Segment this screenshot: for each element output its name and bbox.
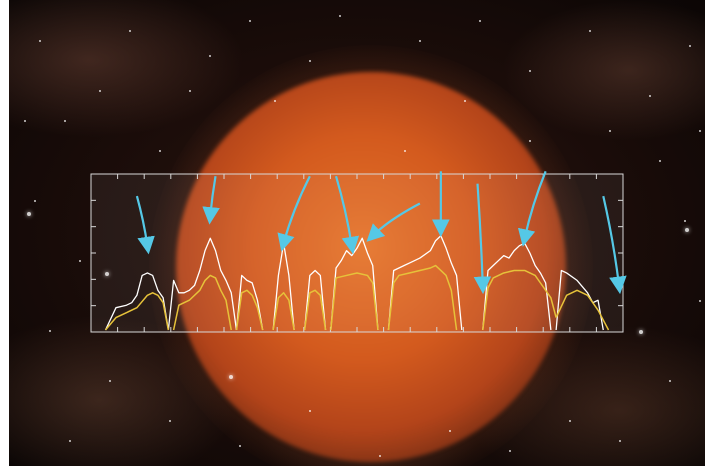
star-dot <box>699 130 701 132</box>
model-spectrum-segment <box>235 289 264 331</box>
star-dot <box>669 380 671 382</box>
star-dot <box>464 100 466 102</box>
observed-spectrum-segment <box>387 235 463 331</box>
model-spectrum-segment <box>172 274 232 331</box>
star-dot <box>479 20 481 22</box>
observed-spectrum-segment <box>303 269 327 331</box>
star-dot <box>699 300 701 302</box>
star-dot <box>609 130 611 132</box>
model-spectrum-segment <box>104 292 170 331</box>
series-layer <box>104 235 610 331</box>
astronomy-figure <box>9 0 705 466</box>
annotation-arrows <box>135 170 627 295</box>
annotation-arrow <box>334 175 360 255</box>
observed-spectrum-segment <box>482 242 552 331</box>
observed-spectrum-segment <box>555 269 604 331</box>
star-dot <box>109 380 111 382</box>
star-dot <box>129 30 131 32</box>
star-dot <box>69 440 71 442</box>
starfield <box>9 0 705 466</box>
star-dot <box>64 120 66 122</box>
model-spectrum-segment <box>330 272 379 331</box>
bright-star <box>685 228 689 232</box>
star-dot <box>309 60 311 62</box>
annotation-arrow <box>277 175 311 252</box>
star-dot <box>689 45 691 47</box>
annotation-arrow <box>473 183 492 295</box>
star-dot <box>529 70 531 72</box>
star-dot <box>34 200 36 202</box>
star-dot <box>249 20 251 22</box>
red-giant-star <box>176 72 566 462</box>
plot-frame <box>90 173 624 333</box>
star-dot <box>99 90 101 92</box>
model-spectrum-segment <box>272 292 295 331</box>
model-spectrum-segment <box>482 269 557 331</box>
star-dot <box>509 450 511 452</box>
star-dot <box>189 90 191 92</box>
model-spectrum-segment <box>303 289 327 331</box>
star-dot <box>79 260 81 262</box>
star-dot <box>589 30 591 32</box>
bright-star <box>229 375 233 379</box>
observed-spectrum-segment <box>104 272 170 331</box>
star-dot <box>309 410 311 412</box>
star-dot <box>684 220 686 222</box>
bright-star <box>105 272 109 276</box>
star-dot <box>379 455 381 457</box>
star-dot <box>49 330 51 332</box>
observed-spectrum-segment <box>167 237 238 331</box>
star-dot <box>419 40 421 42</box>
observed-spectrum-segment <box>235 274 264 331</box>
star-dot <box>619 440 621 442</box>
star-dot <box>659 160 661 162</box>
annotation-arrow <box>202 176 220 225</box>
star-dot <box>339 15 341 17</box>
annotation-arrow <box>366 202 421 242</box>
star-dot <box>449 430 451 432</box>
star-dot <box>569 420 571 422</box>
model-spectrum-segment <box>555 289 610 331</box>
annotation-arrow <box>517 170 547 247</box>
bright-star <box>639 330 643 334</box>
star-dot <box>169 420 171 422</box>
spectrum-chart <box>90 170 627 333</box>
model-spectrum-segment <box>387 264 458 331</box>
star-dot <box>209 55 211 57</box>
star-dot <box>649 95 651 97</box>
star-dot <box>274 100 276 102</box>
annotation-arrow <box>135 195 155 255</box>
bright-star <box>27 212 31 216</box>
star-dot <box>159 150 161 152</box>
star-dot <box>239 445 241 447</box>
star-dot <box>529 140 531 142</box>
annotation-arrow <box>602 195 627 295</box>
star-dot <box>24 120 26 122</box>
star-dot <box>404 150 406 152</box>
star-dot <box>39 40 41 42</box>
